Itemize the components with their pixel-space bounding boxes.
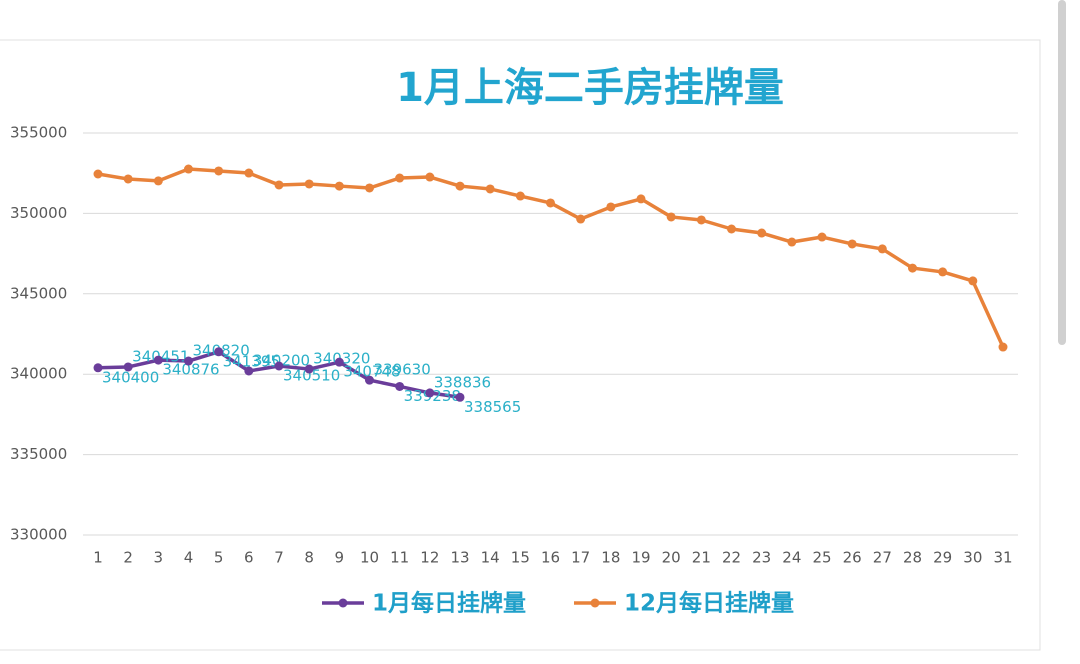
point [395,173,405,183]
chart-frame [0,39,1041,651]
point [123,362,133,372]
legend-marker [338,598,348,608]
point [455,392,465,402]
point [334,181,344,191]
point [214,347,224,357]
point [696,215,706,225]
point [636,194,646,204]
point [546,198,555,208]
point [847,239,857,249]
point [606,202,616,212]
x-tick-label: 27 [873,549,892,567]
point [998,342,1008,352]
point [817,232,827,242]
point [244,366,254,376]
point [304,179,314,189]
point [908,263,917,273]
x-tick-label: 30 [963,549,982,567]
point [123,174,133,184]
x-tick-label: 11 [390,549,409,567]
x-tick-label: 20 [662,549,681,567]
data-label: 340876 [162,361,219,379]
point [93,169,103,179]
x-tick-label: 12 [420,549,439,567]
x-tick-label: 6 [244,549,254,567]
data-label: 338836 [434,373,491,391]
y-tick-label: 350000 [10,204,67,222]
data-label: 339630 [374,361,431,379]
point [274,361,284,371]
y-tick-label: 335000 [10,445,67,463]
point [153,355,163,365]
point [184,164,193,174]
x-tick-label: 21 [692,549,711,567]
point [304,364,314,374]
point [666,212,676,222]
scrollbar [1058,0,1066,345]
x-tick-label: 26 [843,549,862,567]
point [727,224,736,234]
x-tick-label: 10 [360,549,379,567]
point [757,228,767,238]
point [184,356,193,366]
x-tick-label: 24 [782,549,801,567]
y-tick-label: 345000 [10,284,67,302]
x-tick-label: 31 [993,549,1012,567]
data-label: 340200 [253,351,310,369]
point [93,363,103,373]
point [576,214,586,224]
data-label: 340510 [283,366,340,384]
point [455,181,465,191]
point [787,237,797,247]
x-tick-label: 19 [631,549,650,567]
chart-title: 1月上海二手房挂牌量 [396,65,784,111]
point [334,357,344,367]
x-tick-label: 15 [511,549,530,567]
point [153,176,163,186]
x-tick-label: 4 [184,549,194,567]
point [877,244,887,254]
point [274,180,284,190]
x-tick-label: 29 [933,549,952,567]
data-label: 338565 [464,398,521,416]
x-tick-label: 5 [214,549,224,567]
point [425,172,435,182]
data-label: 340748 [343,363,400,381]
legend-marker [590,598,600,608]
legend-label: 1月每日挂牌量 [372,590,526,617]
x-tick-label: 1 [93,549,103,567]
point [244,168,254,178]
x-tick-label: 8 [304,549,314,567]
x-tick-label: 25 [812,549,831,567]
x-tick-label: 14 [481,549,500,567]
data-label: 340400 [102,368,159,386]
point [365,183,374,193]
legend-label: 12月每日挂牌量 [624,590,794,617]
x-tick-label: 18 [601,549,620,567]
point [938,267,948,277]
y-tick-label: 340000 [10,365,67,383]
x-tick-label: 23 [752,549,771,567]
x-tick-label: 3 [154,549,164,567]
x-tick-label: 2 [123,549,133,567]
x-tick-label: 22 [722,549,741,567]
y-tick-label: 355000 [10,124,67,142]
point [968,276,978,286]
x-tick-label: 9 [335,549,345,567]
point [214,166,224,176]
x-tick-label: 28 [903,549,922,567]
x-tick-label: 7 [274,549,284,567]
x-tick-label: 17 [571,549,590,567]
x-tick-label: 16 [541,549,560,567]
point [425,388,435,398]
point [485,184,495,194]
data-label: 341395 [223,352,280,370]
x-tick-label: 13 [450,549,469,567]
y-tick-label: 330000 [10,526,67,544]
point [395,381,405,391]
point [515,191,525,201]
point [365,375,374,385]
